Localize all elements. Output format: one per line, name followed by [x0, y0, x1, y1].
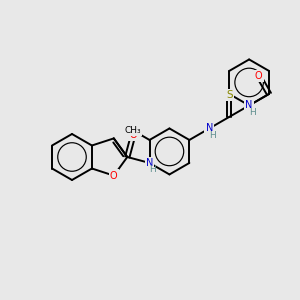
- Text: O: O: [255, 71, 262, 81]
- Text: N: N: [146, 158, 153, 168]
- Text: N: N: [206, 124, 213, 134]
- Text: H: H: [209, 131, 216, 140]
- Text: S: S: [226, 90, 232, 100]
- Text: H: H: [249, 108, 256, 117]
- Text: O: O: [110, 171, 118, 181]
- Text: N: N: [245, 100, 253, 110]
- Text: O: O: [130, 130, 137, 140]
- Text: H: H: [149, 166, 156, 175]
- Text: CH₃: CH₃: [124, 126, 141, 135]
